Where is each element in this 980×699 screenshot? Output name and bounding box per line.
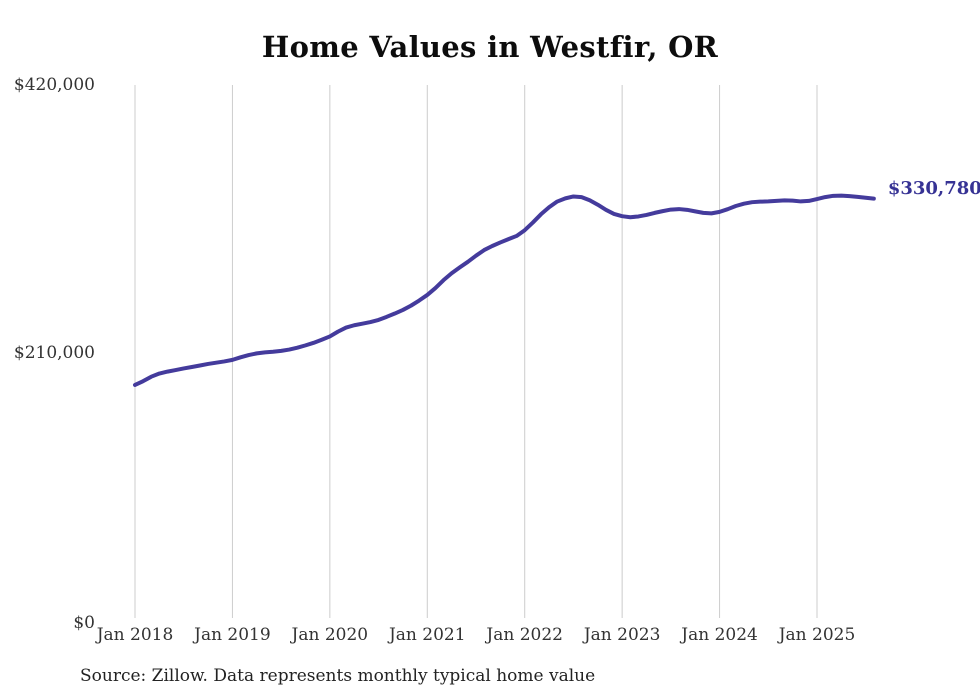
vertical-gridlines [134, 85, 818, 618]
x-tick-label: Jan 2022 [486, 625, 563, 645]
home-value-line [133, 193, 876, 387]
x-tick-label: Jan 2023 [583, 625, 661, 645]
source-note: Source: Zillow. Data represents monthly … [80, 666, 596, 686]
latest-value-label: $330,780 [887, 177, 980, 199]
y-tick-label: $420,000 [13, 75, 95, 95]
x-tick-label: Jan 2019 [194, 625, 271, 645]
x-tick-label: Jan 2024 [681, 625, 758, 645]
x-tick-label: Jan 2018 [96, 625, 174, 645]
x-tick-label: Jan 2020 [291, 625, 369, 645]
chart-title: Home Values in Westfir, OR [261, 30, 719, 64]
x-tick-label: Jan 2021 [388, 625, 466, 645]
y-tick-label: $210,000 [13, 342, 95, 363]
x-tick-label: Jan 2025 [778, 625, 856, 645]
y-tick-label: $0 [73, 613, 95, 633]
